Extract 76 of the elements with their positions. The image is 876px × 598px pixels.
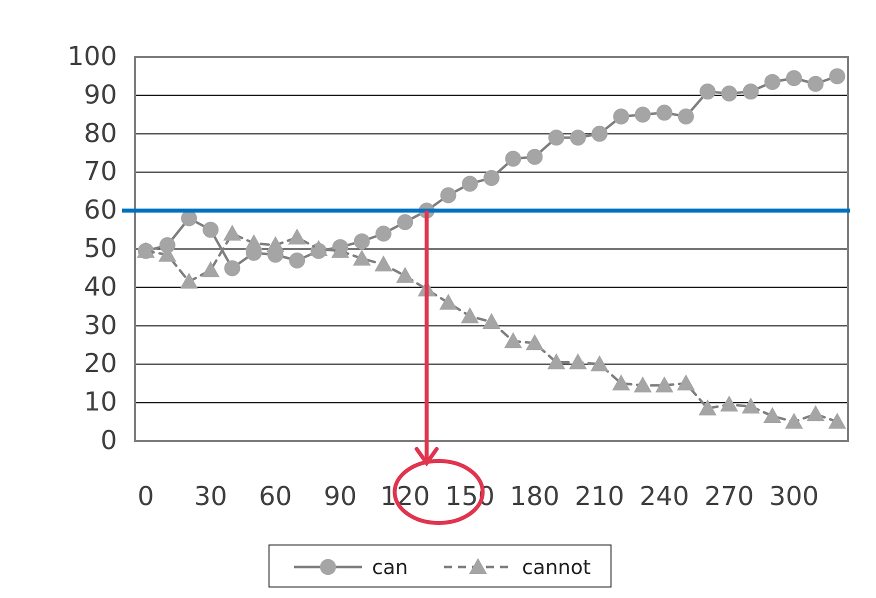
point	[570, 130, 586, 146]
point	[829, 68, 846, 84]
x-tick-label: 90	[324, 482, 357, 512]
x-tick-label: 0	[138, 482, 154, 512]
point	[374, 255, 392, 272]
point	[310, 240, 328, 256]
y-tick-label: 50	[84, 234, 117, 264]
x-tick-label: 60	[258, 482, 292, 512]
point	[504, 332, 522, 348]
point	[634, 106, 651, 123]
y-tick-label: 0	[100, 426, 117, 456]
y-tick-label: 100	[67, 42, 117, 72]
point	[505, 150, 522, 167]
point	[634, 376, 652, 392]
point	[763, 407, 782, 424]
point	[656, 104, 672, 121]
point	[526, 334, 544, 350]
point	[223, 224, 242, 241]
point	[180, 272, 198, 289]
point	[808, 76, 824, 92]
x-tick-label: 270	[704, 482, 754, 512]
point	[547, 353, 566, 370]
point	[613, 108, 630, 125]
point	[462, 176, 478, 192]
point	[700, 84, 716, 100]
y-tick-label: 70	[84, 157, 117, 188]
point	[396, 266, 414, 283]
point	[568, 353, 587, 370]
point	[828, 412, 846, 429]
point	[202, 261, 220, 278]
point	[354, 233, 370, 250]
point	[698, 399, 717, 416]
point	[786, 70, 802, 86]
point	[224, 260, 240, 276]
point	[721, 85, 738, 102]
point	[742, 397, 760, 414]
point	[678, 108, 694, 125]
x-tick-label: 30	[194, 482, 228, 512]
point	[460, 307, 479, 324]
point	[592, 126, 608, 142]
point	[266, 236, 284, 252]
x-tick-label: 180	[510, 482, 560, 512]
legend-label: cannot	[522, 555, 591, 579]
x-tick-label: 300	[769, 482, 819, 512]
point	[590, 355, 609, 372]
point	[202, 222, 219, 238]
y-tick-label: 80	[84, 118, 117, 149]
y-tick-label: 60	[84, 196, 117, 226]
x-tick-label: 210	[574, 482, 624, 512]
point	[806, 405, 825, 422]
point	[482, 312, 500, 329]
point	[484, 170, 500, 186]
y-tick-label: 10	[84, 388, 117, 418]
legend-label: can	[372, 555, 408, 579]
y-tick-label: 20	[84, 349, 117, 380]
point	[440, 187, 456, 204]
point	[676, 374, 695, 390]
point	[288, 228, 306, 244]
point	[720, 396, 738, 412]
point	[612, 374, 630, 390]
point	[352, 250, 371, 266]
point	[526, 148, 543, 165]
point	[655, 376, 674, 392]
point	[289, 252, 306, 269]
point	[548, 130, 564, 146]
y-tick-label: 40	[84, 272, 117, 302]
point	[439, 294, 458, 310]
point	[375, 226, 392, 242]
point	[244, 234, 263, 250]
point	[784, 412, 803, 429]
point	[742, 84, 759, 100]
point	[764, 74, 780, 90]
y-tick-label: 90	[84, 80, 117, 110]
y-tick-label: 30	[84, 310, 117, 341]
point	[397, 214, 414, 230]
x-tick-label: 240	[640, 482, 690, 512]
